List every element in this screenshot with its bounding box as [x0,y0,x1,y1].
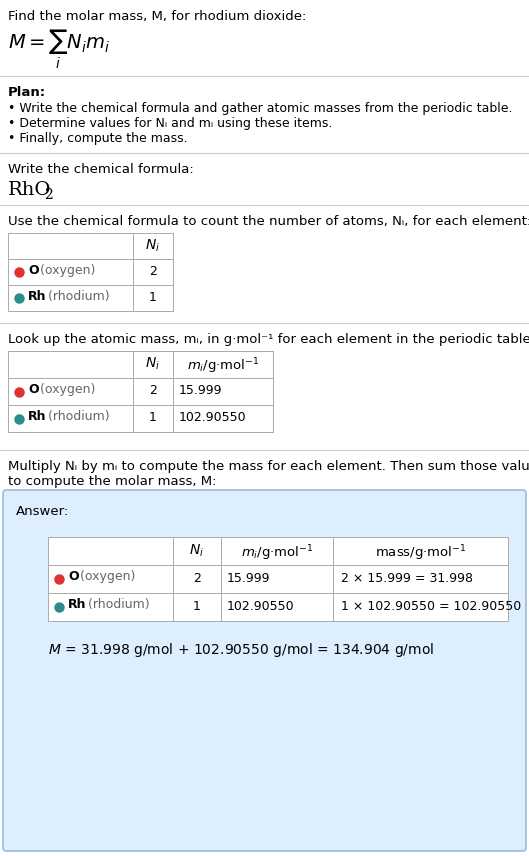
Bar [133,259,173,285]
Text: (oxygen): (oxygen) [76,570,135,583]
Text: • Finally, compute the mass.: • Finally, compute the mass. [8,132,188,145]
Text: Write the chemical formula:: Write the chemical formula: [8,163,194,176]
Text: 1: 1 [193,600,201,613]
Text: Use the chemical formula to count the number of atoms, Nᵢ, for each element:: Use the chemical formula to count the nu… [8,215,529,228]
Text: Rh: Rh [28,290,47,303]
Text: (rhodium): (rhodium) [44,290,110,303]
Bar [173,351,273,378]
Bar [221,565,333,593]
Bar [8,259,133,285]
Bar [333,593,508,621]
Text: Rh: Rh [28,410,47,423]
Text: $N_i$: $N_i$ [145,238,160,254]
Bar [173,593,221,621]
Bar [173,405,273,432]
Text: (rhodium): (rhodium) [44,410,110,423]
Text: $N_i$: $N_i$ [189,543,205,560]
Text: to compute the molar mass, M:: to compute the molar mass, M: [8,475,216,488]
Bar [173,378,273,405]
Text: 1: 1 [149,291,157,304]
Text: (rhodium): (rhodium) [84,598,150,611]
Bar [48,537,173,565]
Text: 2: 2 [149,384,157,397]
Text: O: O [28,383,39,396]
Bar [173,537,221,565]
Text: 1 × 102.90550 = 102.90550: 1 × 102.90550 = 102.90550 [341,600,521,613]
Text: • Write the chemical formula and gather atomic masses from the periodic table.: • Write the chemical formula and gather … [8,102,513,115]
Text: RhO: RhO [8,181,51,199]
Text: 102.90550: 102.90550 [179,411,247,424]
Text: 15.999: 15.999 [227,572,270,585]
Text: $m_i$/g·mol$^{-1}$: $m_i$/g·mol$^{-1}$ [241,543,313,562]
Bar [133,351,173,378]
Bar [221,593,333,621]
Bar [133,378,173,405]
Text: Rh: Rh [68,598,87,611]
Bar [48,593,173,621]
Bar [221,537,333,565]
FancyBboxPatch shape [3,490,526,851]
Text: $m_i$/g·mol$^{-1}$: $m_i$/g·mol$^{-1}$ [187,356,259,376]
Bar [8,378,133,405]
Text: Plan:: Plan: [8,86,46,99]
Text: 102.90550: 102.90550 [227,600,295,613]
Bar [8,233,133,259]
Text: $M$ = 31.998 g/mol + 102.90550 g/mol = 134.904 g/mol: $M$ = 31.998 g/mol + 102.90550 g/mol = 1… [48,641,434,659]
Text: 2: 2 [44,188,53,202]
Bar [8,285,133,311]
Text: 1: 1 [149,411,157,424]
Text: • Determine values for Nᵢ and mᵢ using these items.: • Determine values for Nᵢ and mᵢ using t… [8,117,332,130]
Bar [173,565,221,593]
Text: $N_i$: $N_i$ [145,356,160,372]
Text: Answer:: Answer: [16,505,69,518]
Text: 15.999: 15.999 [179,384,223,397]
Text: Multiply Nᵢ by mᵢ to compute the mass for each element. Then sum those values: Multiply Nᵢ by mᵢ to compute the mass fo… [8,460,529,473]
Text: 2: 2 [193,572,201,585]
Text: $M = \sum_i N_i m_i$: $M = \sum_i N_i m_i$ [8,28,110,71]
Text: 2: 2 [149,265,157,278]
Bar [333,565,508,593]
Text: mass/g·mol$^{-1}$: mass/g·mol$^{-1}$ [375,543,466,562]
Text: Find the molar mass, M, for rhodium dioxide:: Find the molar mass, M, for rhodium diox… [8,10,306,23]
Bar [133,233,173,259]
Text: Look up the atomic mass, mᵢ, in g·mol⁻¹ for each element in the periodic table:: Look up the atomic mass, mᵢ, in g·mol⁻¹ … [8,333,529,346]
Bar [133,285,173,311]
Bar [333,537,508,565]
Text: O: O [28,264,39,277]
Bar [133,405,173,432]
Bar [8,405,133,432]
Text: 2 × 15.999 = 31.998: 2 × 15.999 = 31.998 [341,572,473,585]
Text: O: O [68,570,79,583]
Text: (oxygen): (oxygen) [36,383,95,396]
Bar [8,351,133,378]
Bar [48,565,173,593]
Text: (oxygen): (oxygen) [36,264,95,277]
